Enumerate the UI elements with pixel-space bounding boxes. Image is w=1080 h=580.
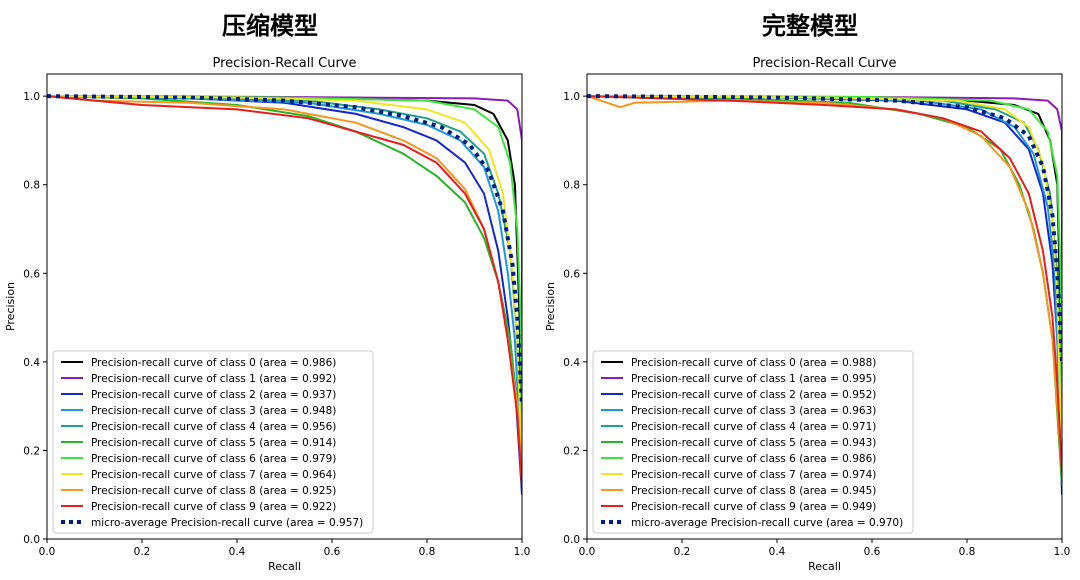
legend-entry: Precision-recall curve of class 9 (area … [631, 501, 876, 513]
legend-entry: Precision-recall curve of class 2 (area … [631, 389, 876, 401]
chart-title: Precision-Recall Curve [213, 56, 357, 71]
chart-title: Precision-Recall Curve [753, 56, 897, 71]
micro-average-curve [47, 94, 522, 407]
y-tick-label: 0.6 [23, 268, 40, 280]
y-tick-label: 0.6 [563, 268, 580, 280]
axes-frame [586, 73, 1063, 540]
legend: Precision-recall curve of class 0 (area … [52, 350, 374, 534]
x-tick-label: 0.0 [39, 546, 56, 558]
legend-entry: Precision-recall curve of class 1 (area … [91, 373, 336, 385]
y-tick-label: 0.4 [23, 357, 40, 369]
legend-entry: Precision-recall curve of class 9 (area … [91, 501, 336, 513]
x-tick-label: 0.4 [769, 546, 786, 558]
left-chart-panel: 压缩模型 Precision-Recall Curve 0.0 0.2 0.4 0.6 0… [4, 12, 531, 573]
legend-entry: Precision-recall curve of class 4 (area … [631, 421, 876, 433]
right-chart-panel: 完整模型 Precision-Recall Curve 0.0 0.2 0.4 0.6 0… [540, 0, 1080, 580]
micro-average-curve [587, 94, 1062, 363]
legend-entry: Precision-recall curve of class 4 (area … [91, 421, 336, 433]
pr-curve-chart: Precision-Recall Curve 0.0 0.2 0.4 0.6 0.8 1.0… [544, 56, 1071, 573]
class-curve [587, 95, 1062, 473]
panel-heading: 完整模型 [762, 12, 858, 40]
y-tick-label: 1.0 [563, 91, 580, 103]
x-tick-label: 0.2 [674, 546, 691, 558]
pr-curve-chart: Precision-Recall Curve 0.0 0.2 0.4 0.6 0.8 1.0… [4, 56, 531, 573]
legend-entry: Precision-recall curve of class 8 (area … [631, 485, 876, 497]
y-tick-label: 0.4 [563, 357, 580, 369]
x-tick-label: 0.6 [864, 546, 881, 558]
legend: Precision-recall curve of class 0 (area … [592, 350, 914, 534]
class-curve [47, 95, 522, 486]
legend-box [592, 350, 914, 534]
y-tick-label: 0.0 [563, 534, 580, 546]
legend-entry: Precision-recall curve of class 5 (area … [631, 437, 876, 449]
x-tick-label: 0.2 [134, 546, 151, 558]
legend-entry: Precision-recall curve of class 0 (area … [631, 357, 876, 369]
legend-entry: Precision-recall curve of class 7 (area … [631, 469, 876, 481]
class-curve [47, 95, 522, 473]
legend-entry: Precision-recall curve of class 1 (area … [631, 373, 876, 385]
legend-entry: Precision-recall curve of class 6 (area … [91, 453, 336, 465]
panel-heading: 压缩模型 [222, 12, 318, 40]
curve-group [587, 94, 1062, 495]
class-curve [587, 95, 1062, 473]
y-tick-label: 0.2 [23, 445, 40, 457]
curve-group [47, 94, 522, 495]
x-tick-label: 0.6 [324, 546, 341, 558]
class-curve [47, 95, 522, 486]
x-tick-label: 0.8 [419, 546, 436, 558]
x-axis-label: Recall [268, 560, 301, 573]
x-tick-label: 1.0 [1054, 546, 1071, 558]
y-tick-label: 0.8 [563, 180, 580, 192]
legend-entry: Precision-recall curve of class 0 (area … [91, 357, 336, 369]
y-tick-label: 0.2 [563, 445, 580, 457]
legend-entry: Precision-recall curve of class 6 (area … [631, 453, 876, 465]
x-tick-label: 1.0 [514, 546, 531, 558]
legend-box [52, 350, 374, 534]
class-curve [47, 95, 522, 473]
x-tick-label: 0.4 [229, 546, 246, 558]
legend-entry: Precision-recall curve of class 8 (area … [91, 485, 336, 497]
y-axis-label: Precision [544, 282, 557, 331]
legend-entry: Precision-recall curve of class 3 (area … [631, 405, 876, 417]
legend-entry: micro-average Precision-recall curve (ar… [631, 517, 903, 529]
axes-frame [46, 73, 523, 540]
legend-entry: micro-average Precision-recall curve (ar… [91, 517, 363, 529]
legend-entry: Precision-recall curve of class 2 (area … [91, 389, 336, 401]
y-tick-label: 0.8 [23, 180, 40, 192]
x-tick-label: 0.0 [579, 546, 596, 558]
legend-entry: Precision-recall curve of class 5 (area … [91, 437, 336, 449]
x-axis-label: Recall [808, 560, 841, 573]
x-tick-label: 0.8 [959, 546, 976, 558]
y-axis-label: Precision [4, 282, 17, 331]
legend-entry: Precision-recall curve of class 3 (area … [91, 405, 336, 417]
y-tick-label: 0.0 [23, 534, 40, 546]
y-tick-label: 1.0 [23, 91, 40, 103]
class-curve [47, 95, 522, 473]
legend-entry: Precision-recall curve of class 7 (area … [91, 469, 336, 481]
